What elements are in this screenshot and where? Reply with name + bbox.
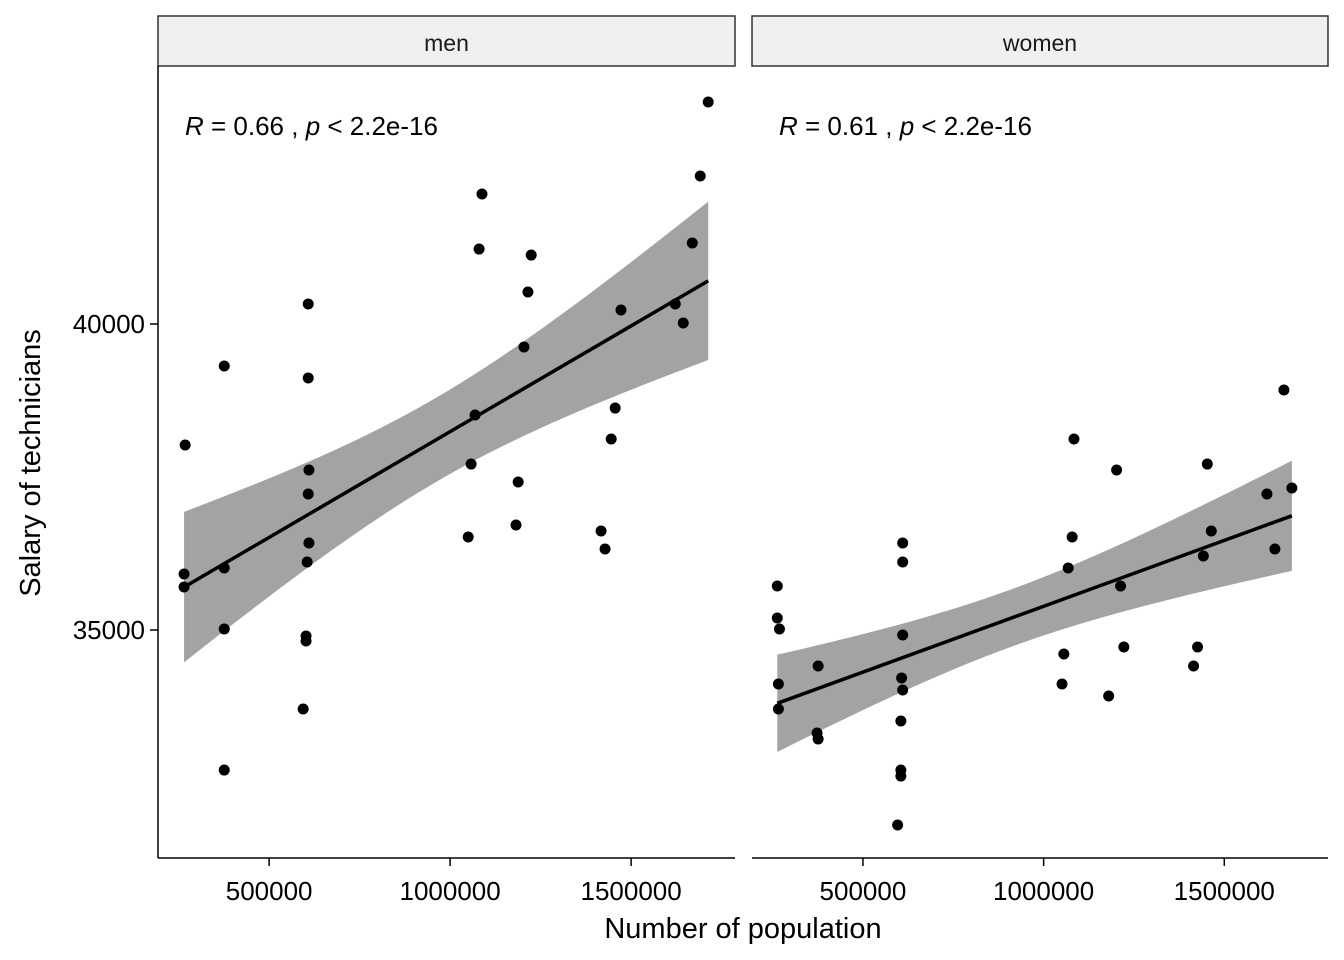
data-point	[1188, 660, 1200, 672]
data-point	[615, 304, 627, 316]
data-point	[1192, 641, 1204, 653]
data-point	[518, 341, 530, 353]
y-tick-label: 40000	[73, 309, 145, 339]
data-point	[462, 531, 474, 543]
data-point	[1269, 543, 1281, 555]
data-point	[1197, 550, 1209, 562]
data-point	[677, 317, 689, 329]
data-point	[812, 733, 824, 745]
data-point	[302, 298, 314, 310]
data-point	[771, 580, 783, 592]
data-point	[218, 623, 230, 635]
data-point	[1103, 690, 1115, 702]
x-tick-label: 500000	[226, 876, 313, 906]
data-point	[476, 188, 488, 200]
annotation-r-label: R	[185, 111, 204, 141]
data-point	[897, 556, 909, 568]
annotation-p-label: p	[899, 111, 914, 141]
annotation-r-label: R	[779, 111, 798, 141]
x-tick-label: 1000000	[400, 876, 501, 906]
annotation-p-label: p	[305, 111, 320, 141]
data-point	[1205, 525, 1217, 537]
correlation-annotation: R = 0.66 , p < 2.2e-16	[185, 111, 438, 141]
x-tick-label: 500000	[820, 876, 907, 906]
data-point	[812, 660, 824, 672]
data-point	[178, 568, 190, 580]
data-point	[686, 237, 698, 249]
confidence-band	[777, 460, 1292, 752]
y-tick-label: 35000	[73, 615, 145, 645]
data-point	[595, 525, 607, 537]
correlation-annotation: R = 0.61 , p < 2.2e-16	[779, 111, 1032, 141]
data-point	[1056, 678, 1068, 690]
data-point	[605, 433, 617, 445]
annotation-r-text: = 0.66 ,	[204, 111, 306, 141]
data-point	[895, 770, 907, 782]
x-axis-title: Number of population	[604, 913, 881, 945]
strip-background	[157, 15, 736, 67]
y-axis-title: Salary of technicians	[15, 329, 47, 597]
panel-men: men R = 0.66 , p < 2.2e-16 500000 1000000 15…	[73, 15, 736, 906]
data-point	[896, 672, 908, 684]
annotation-p-text: < 2.2e-16	[320, 111, 438, 141]
annotation-p-text: < 2.2e-16	[914, 111, 1032, 141]
data-point	[303, 464, 315, 476]
data-point	[1115, 580, 1127, 592]
data-point	[302, 372, 314, 384]
data-point	[178, 581, 190, 593]
data-point	[1278, 384, 1290, 396]
data-point	[469, 409, 481, 421]
data-point	[179, 439, 191, 451]
data-point	[599, 543, 611, 555]
data-point	[510, 519, 522, 531]
data-point	[771, 612, 783, 624]
strip-label: women	[1002, 30, 1077, 56]
data-point	[302, 488, 314, 500]
annotation-r-text: = 0.61 ,	[798, 111, 900, 141]
data-point	[218, 764, 230, 776]
regression-line	[776, 514, 1293, 705]
data-point	[1201, 458, 1213, 470]
x-tick-label: 1000000	[993, 876, 1094, 906]
data-point	[609, 402, 621, 414]
data-point	[772, 678, 784, 690]
data-point	[465, 458, 477, 470]
x-tick-label: 1500000	[580, 876, 681, 906]
x-tick-label: 1500000	[1174, 876, 1275, 906]
strip-label: men	[424, 30, 469, 56]
data-point	[473, 243, 485, 255]
data-point	[218, 360, 230, 372]
data-point	[1261, 488, 1273, 500]
data-point	[522, 286, 534, 298]
data-point	[895, 715, 907, 727]
data-point	[702, 96, 714, 108]
data-point	[897, 537, 909, 549]
data-point	[772, 703, 784, 715]
data-point	[303, 537, 315, 549]
strip-background	[751, 15, 1329, 67]
data-point	[694, 170, 706, 182]
data-point	[1286, 482, 1298, 494]
data-point	[1058, 648, 1070, 660]
data-point	[897, 684, 909, 696]
data-point	[525, 249, 537, 261]
regression-line	[183, 279, 710, 589]
data-point	[773, 623, 785, 635]
data-point	[218, 562, 230, 574]
data-point	[1118, 641, 1130, 653]
data-point	[897, 629, 909, 641]
data-point	[1062, 562, 1074, 574]
data-point	[1068, 433, 1080, 445]
data-point	[300, 635, 312, 647]
data-point	[892, 819, 904, 831]
data-point	[297, 703, 309, 715]
data-point	[301, 556, 313, 568]
panel-women: women R = 0.61 , p < 2.2e-16 500000 1000000…	[751, 15, 1329, 906]
data-point	[1111, 464, 1123, 476]
data-point	[512, 476, 524, 488]
data-point	[1066, 531, 1078, 543]
data-point	[669, 298, 681, 310]
